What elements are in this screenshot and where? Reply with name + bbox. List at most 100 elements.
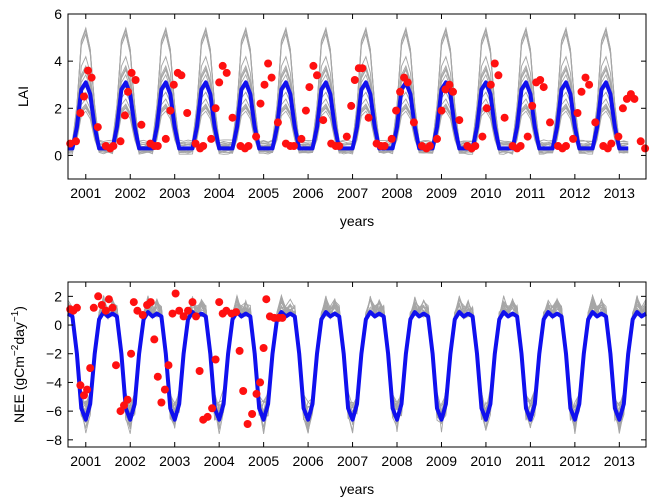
nee-y-tick-label: −4 (46, 374, 62, 390)
lai-observation-point (335, 142, 344, 150)
nee-observation-point (211, 355, 220, 364)
nee-observation-point (104, 295, 113, 304)
lai-observation-point (347, 101, 356, 110)
lai-observation-point (256, 99, 265, 108)
lai-observation-point (297, 134, 306, 143)
lai-observation-point (273, 118, 282, 127)
lai-x-tick-label: 2003 (159, 185, 190, 201)
lai-observation-point (581, 73, 590, 82)
nee-x-tick-label: 2006 (293, 453, 324, 469)
nee-ylabel-part3: ) (11, 306, 27, 311)
lai-observation-point (87, 73, 96, 82)
lai-observation-point (471, 142, 480, 150)
lai-x-tick-label: 2012 (559, 185, 590, 201)
lai-observation-point (591, 118, 600, 127)
nee-observation-point (129, 298, 138, 307)
nee-observation-point (262, 295, 271, 304)
lai-observation-point (169, 80, 178, 89)
lai-observation-point (218, 61, 227, 70)
nee-observation-point (94, 292, 103, 301)
nee-observation-point (157, 398, 166, 407)
nee-y-tick-label: −2 (46, 346, 62, 362)
lai-observation-point (137, 120, 146, 129)
nee-x-tick-label: 2010 (470, 453, 501, 469)
lai-chart: 2001 2002 2003 2004 2005 2006 2007 2008 2009 2010… (15, 6, 650, 229)
nee-chart: 2001 2002 2003 2004 2005 2006 2007 2008 2009 2010… (10, 281, 648, 497)
lai-observation-point (215, 78, 224, 87)
nee-model-line (66, 310, 648, 422)
nee-x-tick-label: 2002 (115, 453, 146, 469)
lai-observation-point (124, 87, 132, 96)
nee-observation-point (146, 298, 155, 307)
nee-x-tick-label: 2001 (70, 453, 101, 469)
nee-observation-point (164, 361, 173, 370)
lai-observation-point (500, 113, 509, 122)
lai-observation-point (539, 83, 548, 92)
lai-observation-point (166, 106, 175, 115)
nee-observation-point (120, 401, 128, 410)
lai-observation-point (482, 104, 491, 113)
nee-x-tick-label: 2013 (604, 453, 635, 469)
lai-observation-point (127, 68, 136, 77)
lai-model-line (68, 80, 629, 151)
nee-observation-point (208, 404, 217, 413)
lai-observation-point (289, 142, 298, 150)
lai-x-tick-label: 2010 (470, 185, 501, 201)
lai-observation-point (120, 111, 129, 120)
lai-observation-point (301, 106, 310, 115)
lai-observation-point (562, 142, 570, 150)
lai-observation-point (93, 123, 102, 132)
nee-observation-point (175, 306, 184, 315)
lai-y-tick-label: 0 (54, 147, 62, 163)
lai-observation-point (577, 87, 586, 96)
lai-observation-point (313, 71, 321, 80)
nee-x-tick-label: 2009 (426, 453, 457, 469)
lai-observation-point (425, 142, 434, 150)
lai-observation-point (490, 59, 499, 68)
nee-y-tick-label: 0 (54, 317, 62, 333)
nee-x-tick-label: 2005 (248, 453, 279, 469)
lai-plot-frame (67, 13, 647, 180)
nee-observation-point (278, 313, 287, 322)
lai-observation-point (486, 80, 495, 89)
lai-observation-point (199, 142, 208, 150)
lai-y-tick-label: 6 (54, 6, 62, 22)
nee-x-tick-label: 2011 (515, 453, 545, 469)
lai-observation-point (131, 76, 140, 84)
nee-observation-point (112, 361, 120, 370)
lai-observation-point (84, 66, 92, 75)
lai-observation-point (380, 142, 389, 150)
lai-observation-point (396, 87, 405, 96)
nee-observation-point (72, 303, 81, 312)
lai-observation-point (569, 134, 578, 143)
lai-x-tick-label: 2001 (70, 185, 101, 201)
lai-x-tick-label: 2004 (204, 185, 235, 201)
nee-model-line-group (66, 310, 648, 422)
lai-observation-point (618, 104, 627, 113)
nee-observation-point (171, 289, 180, 298)
nee-observation-point (256, 378, 265, 387)
lai-observation-point (342, 132, 351, 141)
lai-observation-point (437, 106, 446, 115)
nee-observation-point (232, 308, 241, 317)
lai-observation-point (364, 113, 373, 122)
lai-x-tick-label: 2008 (381, 185, 412, 201)
nee-observation-point (160, 385, 169, 394)
lai-observation-point (252, 132, 261, 141)
nee-observation-point (184, 306, 192, 315)
nee-x-tick-label: 2008 (381, 453, 412, 469)
lai-observation-point (409, 118, 418, 127)
nee-ylabel-part1: NEE (gCm (11, 356, 27, 423)
nee-observation-point (248, 410, 257, 418)
lai-observation-point (445, 80, 454, 89)
nee-y-tick-label: −6 (46, 403, 62, 419)
lai-observation-point (305, 83, 314, 92)
lai-observation-point (228, 113, 237, 122)
nee-observation-point (89, 303, 98, 312)
lai-observation-point (183, 109, 192, 117)
nee-observation-point (127, 349, 136, 358)
nee-observation-point (133, 306, 142, 315)
lai-observation-point (614, 132, 623, 141)
lai-observation-point (177, 71, 186, 80)
